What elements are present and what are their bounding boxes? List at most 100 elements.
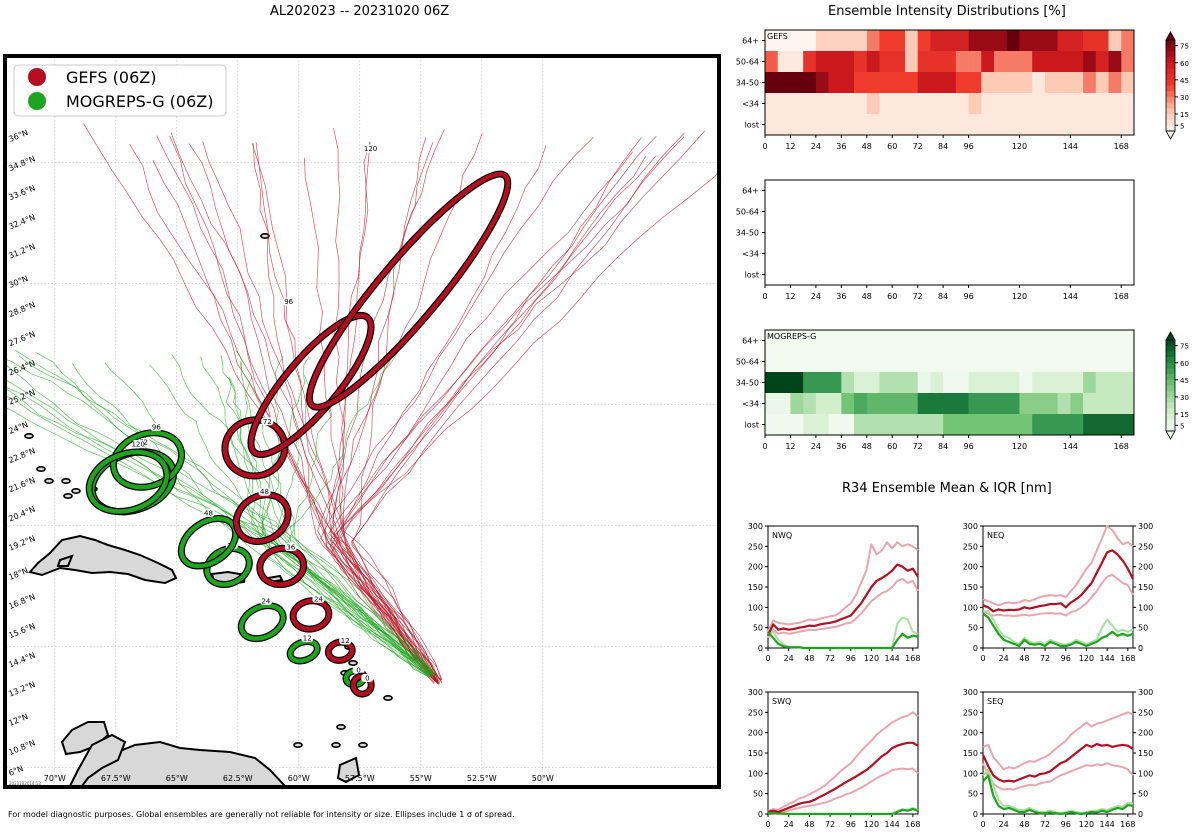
- heat-cell: [866, 93, 880, 115]
- colorbar-tick-label: 15: [1180, 411, 1189, 419]
- x-tick-label: 120: [1012, 142, 1027, 151]
- colorbar-top-arrow: [1165, 331, 1176, 341]
- track-map[interactable]: 01224364872961200122436487296120 36°N34.…: [0, 0, 725, 800]
- y-tick-label-right: 200: [1138, 729, 1153, 738]
- lon-label: 52.5°W: [467, 774, 497, 783]
- y-tick-label-right: 0: [1138, 810, 1143, 819]
- x-tick-label: 48: [1019, 820, 1029, 829]
- mogreps-hour-badge: [352, 665, 365, 674]
- r34-series-line: [982, 573, 1134, 618]
- r34-series-line: [767, 741, 919, 814]
- x-tick-label: 144: [884, 820, 899, 829]
- ensemble-track: [351, 137, 442, 681]
- x-tick-label: 168: [905, 654, 920, 663]
- x-tick-label: 36: [836, 292, 846, 301]
- ensemble-track: [228, 376, 429, 677]
- y-tick-label-right: 100: [1138, 769, 1153, 778]
- heat-cell: [904, 51, 918, 73]
- colorbar-segment: [1166, 113, 1175, 120]
- ensemble-track: [261, 356, 430, 676]
- gefs-intensity-heatmap[interactable]: 64+ 50-64 34-50 <34 lost 0 12 24 36 48 60 72 84 96 120…: [730, 28, 1200, 158]
- y-tick-label: 250: [963, 542, 978, 551]
- ensemble-track: [279, 352, 434, 673]
- ensemble-track: [71, 362, 430, 674]
- colorbar-segment: [1166, 425, 1175, 432]
- heat-cell: [955, 72, 982, 94]
- mogreps-intensity-heatmap[interactable]: 64+ 50-64 34-50 <34 lost 0 12 24 36 48 60 72 84 96 120…: [730, 328, 1200, 458]
- colorbar-tick-label: 60: [1180, 360, 1189, 368]
- heat-cell: [815, 393, 842, 415]
- heat-cell: [815, 72, 829, 94]
- heat-cell: [1108, 51, 1122, 73]
- row-label: 34-50: [736, 79, 759, 88]
- empty-intensity-heatmap[interactable]: 64+ 50-64 34-50 <34 lost 0 12 24 36 48 60 72 84 96 120…: [730, 178, 1200, 308]
- row-label: 64+: [742, 187, 759, 196]
- ensemble-track: [329, 151, 633, 682]
- r34-swq-panel[interactable]: 0 50 100 150 200 250 300 0 24 48 72 96 120 144 168 SWQ: [740, 686, 940, 840]
- gefs-hour-badge: [339, 636, 352, 645]
- colorbar-tick-label: 15: [1180, 111, 1189, 119]
- colorbar-segment: [1166, 351, 1175, 358]
- x-tick-label: 48: [1019, 654, 1029, 663]
- colorbar-segment: [1166, 62, 1175, 69]
- heat-cell: [765, 93, 868, 115]
- r34-nwq-panel[interactable]: 0 50 100 150 200 250 300 0 24 48 72 96 120 144 168 NWQ: [740, 520, 940, 670]
- island: [260, 233, 270, 240]
- x-tick-label: 96: [963, 442, 973, 451]
- x-tick-label: 24: [999, 820, 1009, 829]
- ensemble-track: [235, 350, 435, 674]
- mogreps-hour-badge: [259, 596, 272, 605]
- y-tick-label: 0: [758, 644, 763, 653]
- x-tick-label: 84: [938, 292, 948, 301]
- gefs-hour-badge: [364, 144, 377, 153]
- lon-label: 67.5°W: [101, 774, 131, 783]
- r34-series-line: [982, 612, 1134, 648]
- gefs-hour-label: 72: [263, 418, 272, 426]
- x-tick-label: 96: [963, 142, 973, 151]
- y-tick-label: 300: [963, 522, 978, 531]
- heatmap-title: MOGREPS-G: [767, 332, 816, 341]
- y-tick-label-right: 100: [1138, 603, 1153, 612]
- heat-cell: [828, 414, 855, 436]
- heat-cell: [866, 393, 918, 415]
- heat-cell: [917, 30, 931, 52]
- plot-frame: [767, 691, 919, 815]
- heat-cell: [765, 351, 1135, 373]
- island: [331, 741, 341, 748]
- island: [44, 477, 54, 484]
- mogreps-hour-badge: [150, 422, 163, 431]
- heat-cell: [815, 30, 842, 52]
- colorbar-segment: [1166, 385, 1175, 392]
- land-mass: [336, 756, 361, 784]
- heat-cell: [1083, 414, 1135, 436]
- lon-labels: 70°W 67.5°W 65°W 62.5°W 60°W 57.5°W 55°W 52.5°W…: [44, 774, 554, 783]
- x-tick-label: 96: [846, 654, 856, 663]
- heat-cell: [1083, 51, 1097, 73]
- heat-cell: [828, 72, 855, 94]
- colorbar-segment: [1166, 340, 1175, 346]
- y-tick-label: 200: [963, 729, 978, 738]
- x-tick-label: 72: [825, 654, 835, 663]
- colorbar-segment: [1166, 96, 1175, 103]
- x-tick-label: 60: [887, 142, 897, 151]
- heat-cell: [1019, 393, 1058, 415]
- quadrant-label: NWQ: [772, 531, 792, 540]
- heat-cell: [1083, 30, 1109, 52]
- y-tick-label: 50: [753, 790, 763, 799]
- ensemble-track: [335, 145, 547, 684]
- heat-cell: [1083, 372, 1097, 394]
- x-tick-label: 72: [913, 142, 923, 151]
- x-tick-label: 120: [1012, 292, 1027, 301]
- heat-cell: [1032, 51, 1084, 73]
- x-tick-label: 168: [1120, 820, 1135, 829]
- island: [348, 659, 358, 666]
- x-tick-label: 96: [846, 820, 856, 829]
- y-tick-label-right: 150: [1138, 583, 1153, 592]
- footer-note: For model diagnostic purposes. Global en…: [8, 810, 515, 819]
- x-tick-label: 48: [862, 442, 872, 451]
- x-tick-label: 120: [864, 654, 879, 663]
- r34-title: R34 Ensemble Mean & IQR [nm]: [842, 481, 1052, 496]
- ensemble-track: [188, 143, 439, 681]
